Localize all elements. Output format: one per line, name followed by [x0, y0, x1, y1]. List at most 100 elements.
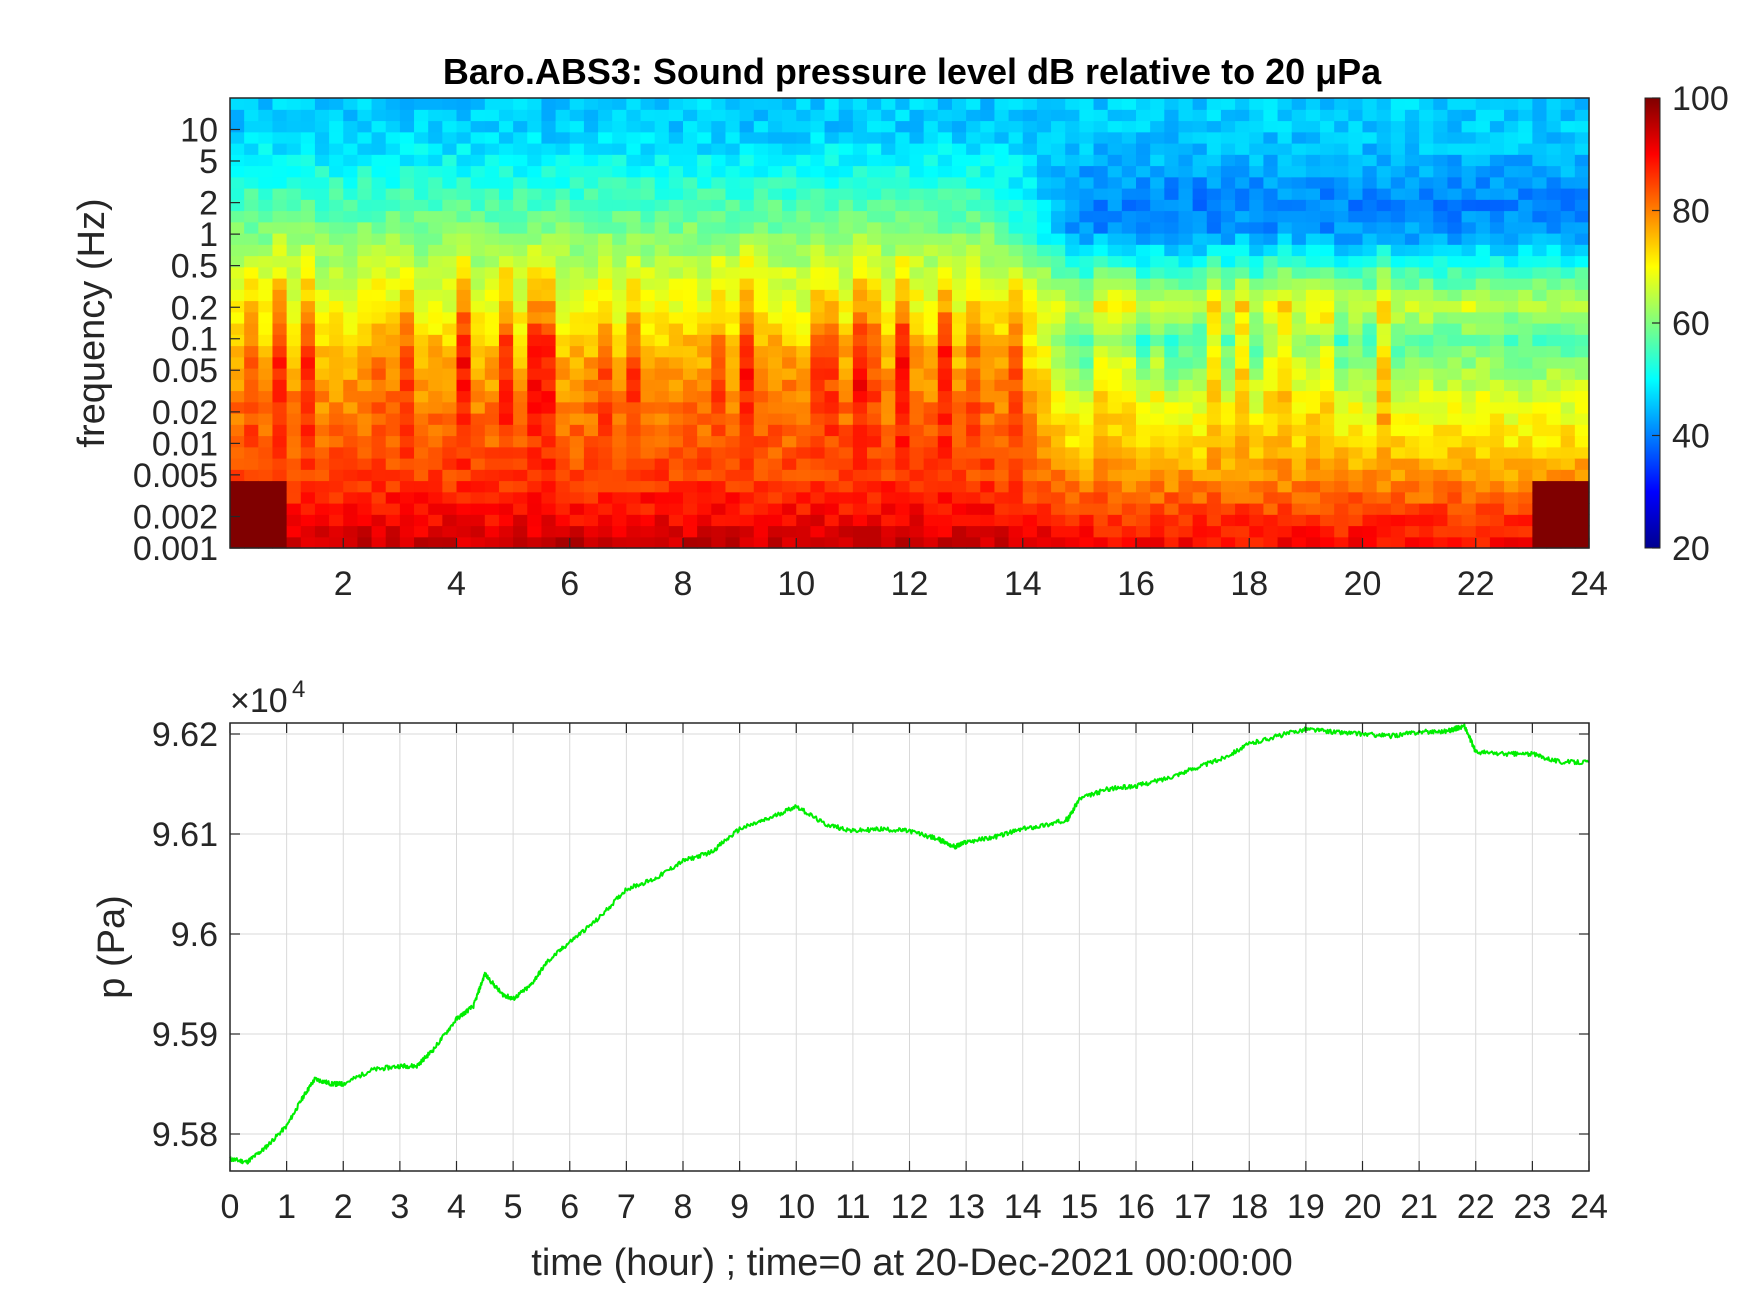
heatmap-cell — [555, 323, 571, 335]
heatmap-cell — [1532, 368, 1548, 380]
x-tick-label: 16 — [1117, 565, 1155, 603]
heatmap-cell — [951, 356, 967, 369]
heatmap-cell — [796, 300, 812, 313]
heatmap-cell — [796, 323, 812, 335]
heatmap-cell — [428, 131, 443, 144]
heatmap-cell — [966, 199, 981, 212]
heatmap-cell — [1220, 345, 1236, 358]
heatmap-cell — [456, 289, 472, 302]
heatmap-cell — [484, 311, 500, 324]
heatmap-cell — [1532, 514, 1548, 527]
heatmap-cell — [824, 210, 840, 223]
heatmap-cell — [456, 98, 472, 110]
heatmap-cell — [555, 255, 571, 268]
heatmap-cell — [343, 109, 359, 122]
heatmap-cell — [1150, 503, 1165, 515]
heatmap-cell — [1164, 266, 1180, 279]
heatmap-cell — [753, 98, 769, 110]
heatmap-cell — [1291, 143, 1307, 155]
heatmap-cell — [1065, 514, 1080, 527]
heatmap-cell — [1376, 311, 1392, 324]
heatmap-cell — [937, 503, 953, 515]
heatmap-cell — [343, 345, 359, 358]
heatmap-cell — [314, 345, 330, 358]
heatmap-cell — [1419, 233, 1434, 245]
heatmap-cell — [1178, 266, 1194, 279]
heatmap-cell — [640, 480, 656, 493]
heatmap-cell — [1079, 401, 1095, 414]
heatmap-cell — [654, 379, 670, 392]
heatmap-cell — [513, 98, 528, 110]
heatmap-cell — [598, 210, 613, 223]
heatmap-cell — [1546, 176, 1562, 189]
heatmap-cell — [1447, 210, 1463, 223]
heatmap-cell — [1376, 356, 1392, 369]
heatmap-cell — [640, 503, 656, 515]
heatmap-cell — [1206, 491, 1222, 504]
heatmap-cell — [272, 199, 288, 212]
heatmap-cell — [810, 300, 826, 313]
heatmap-cell — [1093, 503, 1109, 515]
heatmap-cell — [470, 278, 486, 290]
heatmap-cell — [1560, 244, 1576, 257]
heatmap-cell — [612, 255, 627, 268]
heatmap-cell — [980, 458, 996, 470]
heatmap-cell — [1093, 154, 1109, 167]
heatmap-cell — [1277, 233, 1293, 245]
heatmap-cell — [951, 458, 967, 470]
heatmap-cell — [1263, 120, 1279, 133]
heatmap-cell — [838, 289, 854, 302]
heatmap-cell — [923, 165, 939, 178]
heatmap-cell — [725, 514, 741, 527]
heatmap-cell — [244, 154, 259, 167]
heatmap-cell — [867, 311, 882, 324]
heatmap-cell — [385, 458, 401, 470]
spectrogram-y-ticks: 105210.50.20.10.050.020.010.0050.0020.00… — [133, 111, 240, 568]
heatmap-cell — [244, 98, 259, 110]
heatmap-cell — [314, 244, 330, 257]
heatmap-cell — [1192, 469, 1208, 482]
heatmap-cell — [937, 266, 953, 279]
heatmap-cell — [385, 300, 401, 313]
heatmap-cell — [258, 311, 274, 324]
heatmap-cell — [1008, 368, 1024, 380]
heatmap-cell — [782, 458, 797, 470]
heatmap-cell — [428, 536, 443, 549]
heatmap-cell — [1249, 120, 1265, 133]
heatmap-cell — [541, 233, 557, 245]
heatmap-cell — [1164, 233, 1180, 245]
heatmap-cell — [428, 491, 443, 504]
heatmap-cell — [230, 300, 245, 313]
heatmap-cell — [286, 390, 302, 403]
heatmap-cell — [1348, 503, 1364, 515]
heatmap-cell — [1036, 210, 1052, 223]
heatmap-cell — [1390, 176, 1406, 189]
heatmap-cell — [980, 255, 996, 268]
heatmap-cell — [654, 356, 670, 369]
heatmap-cell — [598, 255, 613, 268]
heatmap-cell — [513, 176, 528, 189]
heatmap-cell — [838, 368, 854, 380]
heatmap-cell — [838, 98, 854, 110]
heatmap-cell — [1150, 221, 1165, 234]
heatmap-cell — [1136, 413, 1151, 425]
heatmap-cell — [810, 435, 826, 448]
heatmap-cell — [867, 221, 882, 234]
heatmap-cell — [498, 255, 514, 268]
heatmap-cell — [1164, 289, 1180, 302]
heatmap-cell — [300, 266, 316, 279]
heatmap-cell — [428, 356, 443, 369]
x-tick-label: 8 — [674, 565, 693, 603]
heatmap-cell — [1079, 435, 1095, 448]
heatmap-cell — [1220, 469, 1236, 482]
heatmap-cell — [1447, 120, 1463, 133]
heatmap-cell — [428, 244, 443, 257]
heatmap-cell — [1574, 278, 1590, 290]
heatmap-cell — [725, 413, 741, 425]
heatmap-cell — [1235, 266, 1250, 279]
heatmap-cell — [1093, 109, 1109, 122]
heatmap-cell — [668, 356, 684, 369]
heatmap-cell — [782, 120, 797, 133]
heatmap-cell — [1093, 120, 1109, 133]
heatmap-cell — [555, 458, 571, 470]
